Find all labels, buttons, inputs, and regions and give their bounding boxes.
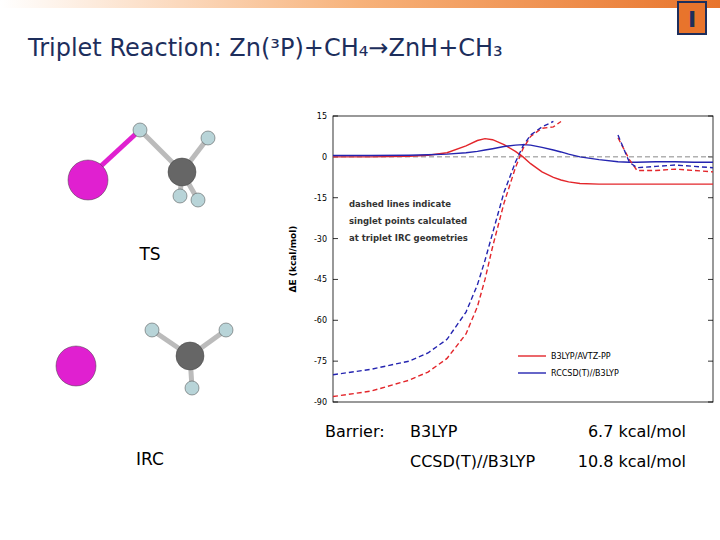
chart: 15 0 -15 -30 -45 -60 -75 -90 ΔE (kcal/mol) dashed… bbox=[288, 112, 713, 407]
hydrogen-atom bbox=[133, 123, 147, 137]
legend-label: B3LYP/AVTZ-PP bbox=[551, 352, 611, 361]
legend-swatch bbox=[518, 355, 546, 356]
y-tick-label: -45 bbox=[314, 275, 327, 284]
y-axis-label: ΔE (kcal/mol) bbox=[288, 226, 298, 293]
zinc-atom bbox=[68, 160, 108, 200]
y-tick bbox=[708, 279, 713, 280]
y-tick bbox=[708, 320, 713, 321]
y-tick bbox=[333, 402, 338, 403]
barrier-value: 10.8 kcal/mol bbox=[578, 452, 686, 471]
series-line bbox=[333, 121, 713, 374]
hydrogen-atom bbox=[185, 381, 199, 395]
legend-label: RCCSD(T)//B3LYP bbox=[551, 369, 619, 378]
y-tick bbox=[333, 361, 338, 362]
barrier-method: CCSD(T)//B3LYP bbox=[410, 452, 536, 471]
plot-area bbox=[333, 121, 713, 396]
y-tick-label: 0 bbox=[322, 153, 327, 162]
y-tick-label: -30 bbox=[314, 235, 327, 244]
y-tick bbox=[333, 279, 338, 280]
hydrogen-atom bbox=[201, 131, 215, 145]
y-tick-label: -60 bbox=[314, 316, 327, 325]
series-line bbox=[333, 121, 713, 396]
slide: I Triplet Reaction: Zn(³P)+CH₄→ZnH+CH₃ TS I… bbox=[0, 0, 720, 540]
zinc-atom bbox=[56, 346, 96, 386]
top-bar bbox=[0, 0, 720, 8]
annotation: dashed lines indicate bbox=[349, 199, 451, 209]
hydrogen-atom bbox=[145, 323, 159, 337]
carbon-atom bbox=[176, 342, 204, 370]
y-tick-label: -15 bbox=[314, 194, 327, 203]
y-tick bbox=[333, 320, 338, 321]
hydrogen-atom bbox=[219, 323, 233, 337]
label: IRC bbox=[136, 449, 164, 469]
y-tick bbox=[333, 238, 338, 239]
y-tick bbox=[708, 402, 713, 403]
hydrogen-atom bbox=[173, 189, 187, 203]
y-tick bbox=[708, 361, 713, 362]
label: TS bbox=[138, 244, 160, 264]
barrier-method: B3LYP bbox=[410, 422, 458, 441]
hydrogen-atom bbox=[191, 193, 205, 207]
barrier-value: 6.7 kcal/mol bbox=[588, 422, 686, 441]
y-tick bbox=[333, 116, 338, 117]
y-tick bbox=[708, 238, 713, 239]
y-tick-label: -90 bbox=[314, 398, 327, 407]
y-tick-label: 15 bbox=[317, 112, 327, 121]
legend-swatch bbox=[518, 372, 546, 373]
barrier-label: Barrier: bbox=[325, 422, 385, 441]
y-tick-label: -75 bbox=[314, 357, 327, 366]
y-tick bbox=[708, 197, 713, 198]
carbon-atom bbox=[168, 158, 196, 186]
plot-frame bbox=[333, 116, 713, 402]
title: Triplet Reaction: Zn(³P)+CH₄→ZnH+CH₃ bbox=[27, 34, 503, 62]
logo-box bbox=[678, 2, 706, 34]
y-tick bbox=[708, 116, 713, 117]
logo: I bbox=[688, 7, 696, 32]
annotation: singlet points calculated bbox=[349, 216, 467, 226]
y-tick bbox=[333, 197, 338, 198]
annotation: at triplet IRC geometries bbox=[349, 233, 468, 243]
